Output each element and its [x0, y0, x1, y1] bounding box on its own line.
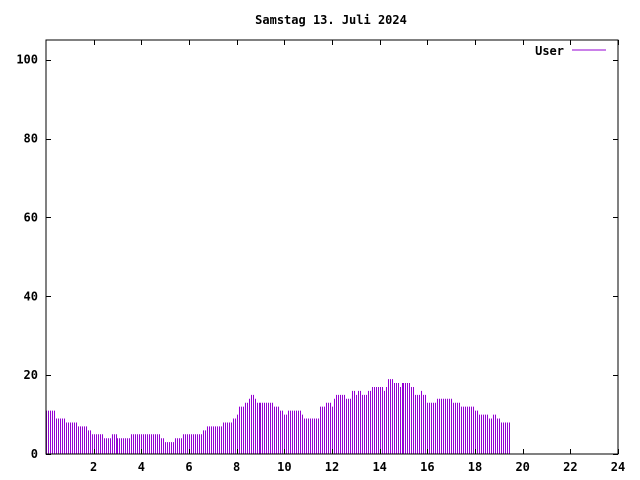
y-axis: 0 20 40 60 80 100	[16, 53, 618, 461]
x-tick-label: 6	[185, 460, 192, 474]
x-tick-label: 10	[277, 460, 291, 474]
y-tick-label: 60	[24, 210, 38, 224]
y-tick-label: 100	[16, 53, 38, 67]
x-tick-label: 20	[515, 460, 529, 474]
x-tick-label: 24	[611, 460, 625, 474]
x-tick-label: 2	[90, 460, 97, 474]
legend-label-user: User	[535, 44, 564, 58]
x-tick-label: 22	[563, 460, 577, 474]
legend: User	[535, 44, 606, 58]
x-tick-label: 18	[468, 460, 482, 474]
y-tick-label: 0	[31, 447, 38, 461]
bars-layer	[46, 379, 510, 454]
y-tick-label: 80	[24, 132, 38, 146]
x-tick-label: 4	[138, 460, 145, 474]
x-axis: 2 4 6 8 10 12 14 16 18 20 22 24	[90, 40, 625, 474]
x-tick-label: 14	[372, 460, 386, 474]
x-tick-label: 12	[325, 460, 339, 474]
chart-title: Samstag 13. Juli 2024	[255, 13, 407, 27]
y-tick-label: 40	[24, 289, 38, 303]
x-tick-label: 8	[233, 460, 240, 474]
x-tick-label: 16	[420, 460, 434, 474]
y-tick-label: 20	[24, 368, 38, 382]
plot-frame	[45, 39, 619, 455]
